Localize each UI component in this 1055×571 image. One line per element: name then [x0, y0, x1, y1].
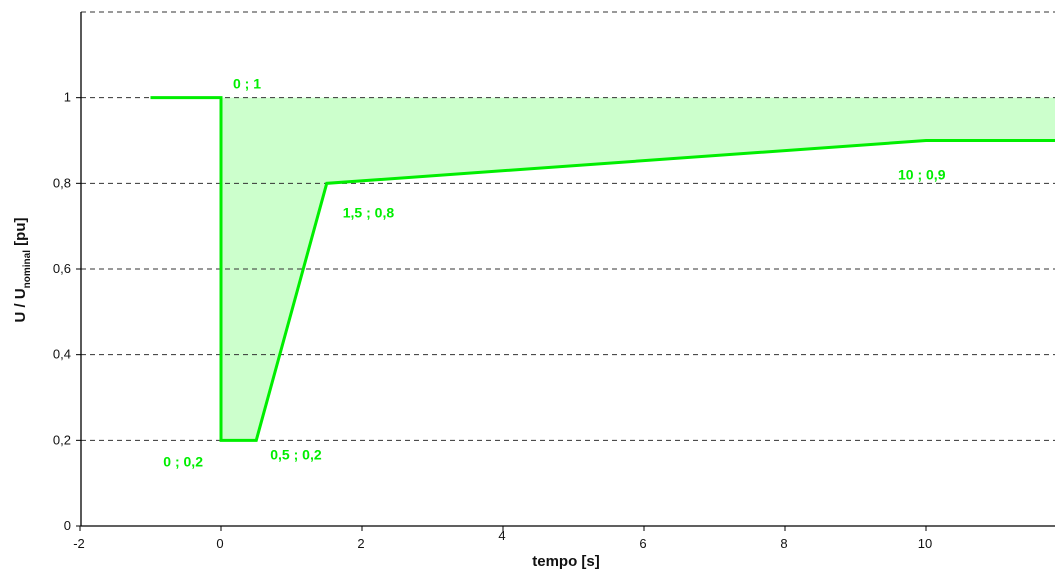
- series-layer: [150, 96, 1055, 442]
- y-tick-label: 0,2: [53, 432, 71, 447]
- y-axis-title: U / Unominal [pu]: [12, 217, 33, 322]
- y-tick-label: 0,6: [53, 261, 71, 276]
- y-axis-title-main: U / U: [12, 288, 29, 322]
- x-tick-label: 2: [357, 536, 364, 551]
- point-annotations: 0 ; 1 0 ; 0,2 0,5 ; 0,2 1,5 ; 0,8 10 ; 0,9: [163, 76, 945, 470]
- tolerance-area-layer: [221, 97, 1055, 441]
- point-label: 0 ; 0,2: [163, 453, 203, 469]
- tick-labels: 00,20,40,60,81-2 0 246 8 10: [53, 90, 932, 551]
- x-axis-title: tempo [s]: [532, 553, 600, 570]
- x-tick-label: 6: [639, 536, 646, 551]
- y-axis-title-unit: [pu]: [12, 217, 29, 249]
- y-tick-label: 1: [64, 90, 71, 105]
- y-tick-label: 0,4: [53, 347, 71, 362]
- tolerance-area: [221, 97, 1055, 441]
- point-label: 0,5 ; 0,2: [270, 446, 322, 462]
- x-tick-label: -2: [73, 536, 85, 551]
- y-tick-label: 0: [64, 518, 71, 533]
- axes: [76, 12, 1055, 531]
- point-label: 0 ; 1: [233, 76, 261, 92]
- point-label: 1,5 ; 0,8: [343, 204, 395, 220]
- y-tick-label: 0,8: [53, 175, 71, 190]
- x-tick-label: 10: [918, 536, 932, 551]
- y-axis-title-subscript: nominal: [22, 250, 33, 289]
- x-tick-label: 4: [498, 528, 505, 543]
- point-label: 10 ; 0,9: [898, 167, 946, 183]
- x-tick-label: 0: [216, 536, 223, 551]
- gridlines: [81, 11, 1055, 441]
- x-tick-label: 8: [780, 536, 787, 551]
